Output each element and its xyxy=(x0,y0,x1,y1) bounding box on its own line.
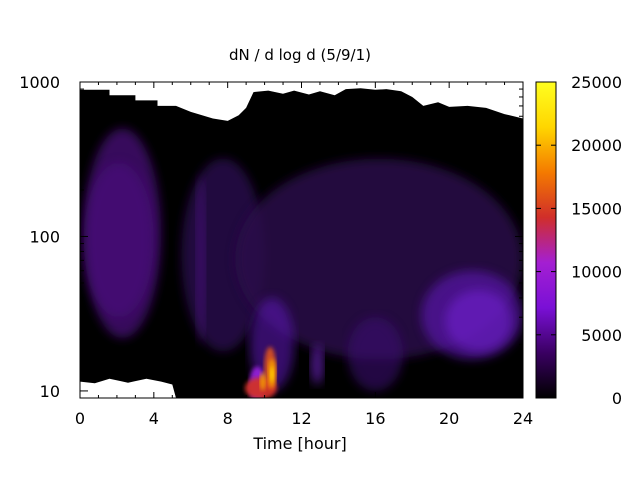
x-tick-label: 4 xyxy=(149,409,159,428)
colorbar-tick-label: 10000 xyxy=(571,263,622,282)
plot-area xyxy=(79,81,524,399)
heatmap-region xyxy=(347,317,404,391)
heatmap-hotspot xyxy=(269,367,274,382)
colorbar-tick-label: 20000 xyxy=(571,136,622,155)
y-tick-label: 1000 xyxy=(19,73,60,92)
chart-title: dN / d log d (5/9/1) xyxy=(229,46,371,64)
y-axis: 10 100 1000 xyxy=(19,73,523,401)
colorbar-tick-label: 15000 xyxy=(571,199,622,218)
heatmap-region xyxy=(249,297,295,391)
heatmap-region xyxy=(445,290,512,352)
colorbar-tick-label: 5000 xyxy=(581,326,622,345)
x-tick-label: 0 xyxy=(75,409,85,428)
colorbar-tick-label: 25000 xyxy=(571,73,622,92)
heatmap-hotspot xyxy=(259,372,266,391)
x-axis-label: Time [hour] xyxy=(252,434,346,453)
x-axis: 0 4 8 12 16 20 24 xyxy=(75,82,533,428)
heatmap-region xyxy=(196,174,206,345)
colorbar: 0 5000 10000 15000 20000 25000 xyxy=(535,73,622,408)
x-tick-label: 16 xyxy=(365,409,385,428)
heatmap-hotspot-layer xyxy=(244,346,277,398)
x-tick-label: 8 xyxy=(223,409,233,428)
x-tick-label: 12 xyxy=(291,409,311,428)
y-tick-label: 10 xyxy=(40,382,60,401)
heatmap-intensity-layer xyxy=(83,128,523,391)
x-tick-label: 20 xyxy=(439,409,459,428)
colorbar-tick-label: 0 xyxy=(612,389,622,408)
y-tick-label: 100 xyxy=(29,227,60,246)
heatmap-region xyxy=(310,344,324,385)
heatmap-region xyxy=(83,162,154,318)
x-tick-label: 24 xyxy=(513,409,533,428)
